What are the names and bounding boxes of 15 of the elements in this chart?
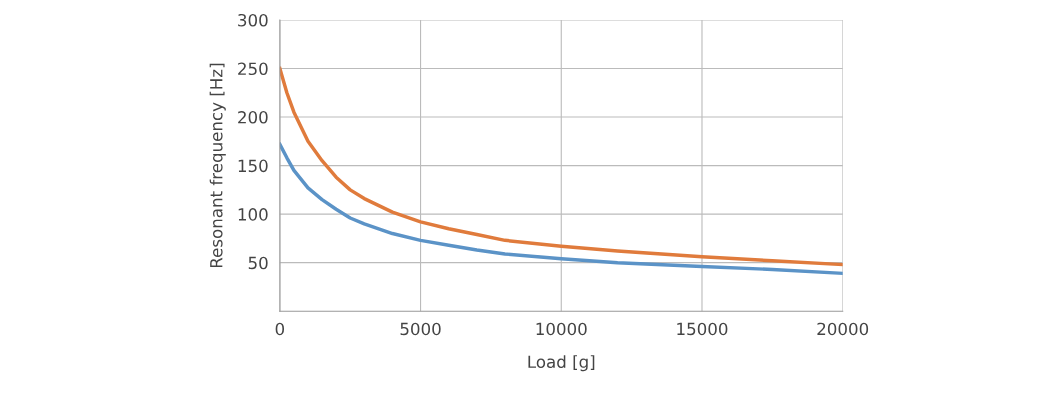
- x-tick-label: 5000: [400, 322, 441, 336]
- x-axis-title: Load [g]: [528, 355, 595, 372]
- y-tick-label: 50: [248, 256, 268, 270]
- y-tick-label: 200: [238, 111, 268, 124]
- line-series: [279, 66, 843, 267]
- y-axis-title: Resonant frequency [Hz]: [209, 63, 226, 268]
- y-tick-label: 150: [238, 159, 268, 173]
- x-tick-label: 15000: [677, 322, 728, 336]
- y-tick-label: 250: [238, 62, 268, 76]
- x-tick-label: 0: [275, 322, 285, 336]
- y-tick-label: 100: [238, 208, 268, 221]
- y-tick-label: 300: [238, 13, 268, 27]
- x-tick-label: 20000: [817, 322, 869, 336]
- line-series: [279, 142, 843, 276]
- x-tick-label: 10000: [536, 322, 587, 336]
